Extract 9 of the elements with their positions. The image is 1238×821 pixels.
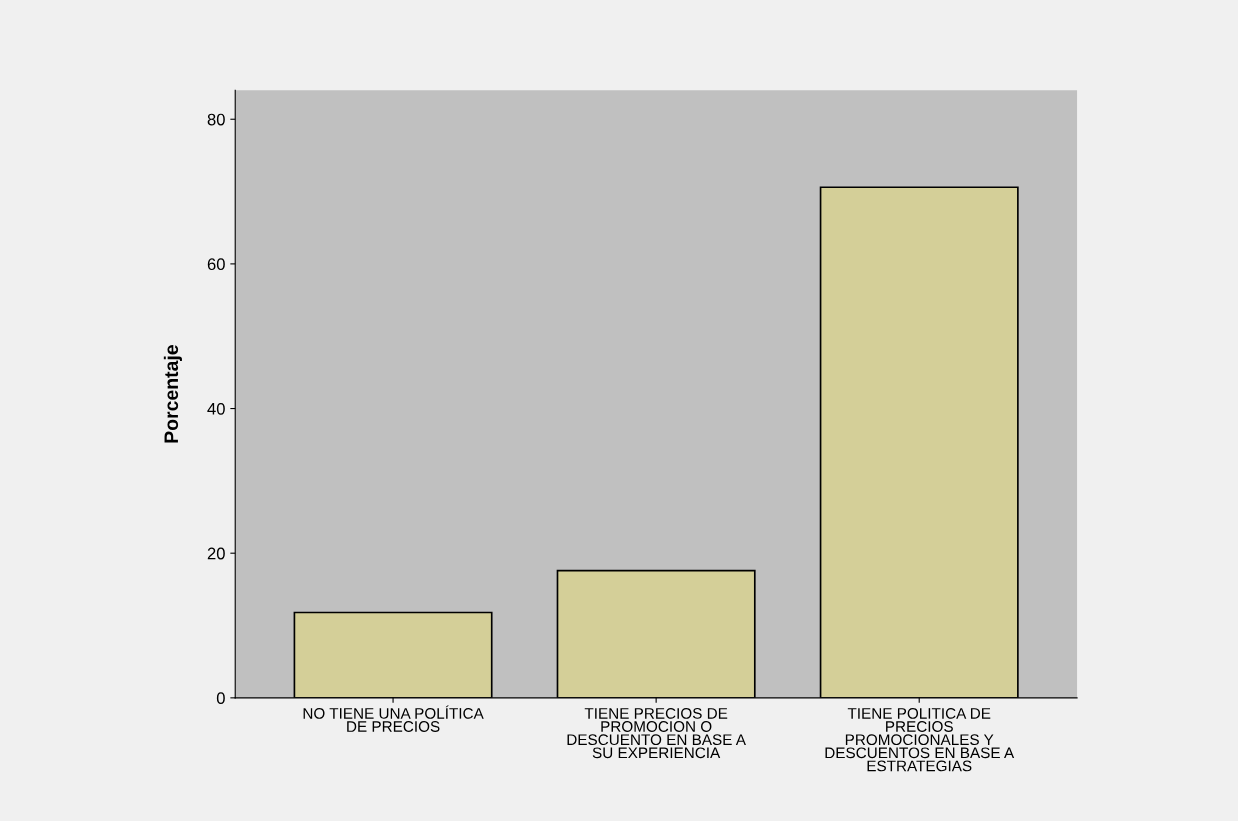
x-tick-label: NO TIENE UNA POLÍTICA DE PRECIOS [303, 705, 484, 732]
y-tick-label: 60 [207, 258, 225, 271]
y-tick-label: 40 [207, 402, 225, 415]
y-tick-label: 0 [216, 692, 225, 705]
y-axis-title: Porcentaje [163, 345, 182, 443]
x-tick-label: TIENE PRECIOS DE PROMOCION O DESCUENTO EN BASE A SU EXPERIENCIA [567, 707, 746, 759]
y-tick-label: 80 [207, 113, 225, 126]
x-tick-label: TIENE POLITICA DE PRECIOS PROMOCIONALES Y DESCUENTOS EN BASE A ESTRATEGIAS [825, 707, 1015, 772]
y-tick-label: 20 [207, 547, 225, 560]
